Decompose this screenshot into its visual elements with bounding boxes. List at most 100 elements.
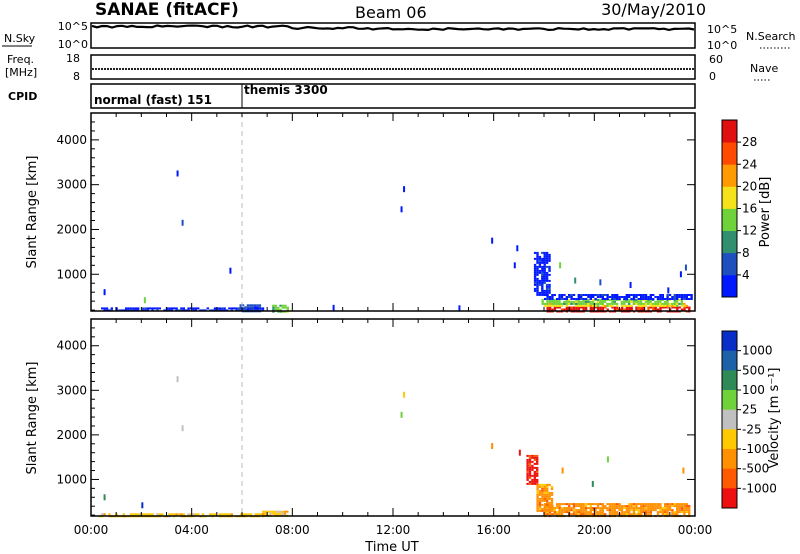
velocity-cell: [546, 485, 549, 488]
power-cell: [538, 265, 542, 268]
power-cell: [630, 306, 633, 309]
power-cell: [251, 308, 254, 311]
velocity-cell: [264, 510, 267, 513]
power-cell: [558, 306, 561, 309]
power-cell: [649, 296, 652, 298]
power-cell: [536, 265, 539, 268]
power-cell: [570, 306, 573, 309]
velocity-cell: [572, 513, 576, 516]
power-colorbar-tick-label: 16: [742, 202, 757, 216]
velocity-cell: [546, 493, 549, 496]
velocity-cell: [688, 509, 691, 512]
velocity-cell: [266, 510, 270, 513]
velocity-cell: [649, 505, 652, 508]
velocity-cell: [536, 468, 539, 471]
power-cell: [676, 308, 679, 311]
velocity-cell: [546, 499, 549, 502]
power-cell: [625, 300, 628, 303]
velocity-cell: [661, 509, 664, 512]
power-cell: [596, 308, 600, 311]
power-cell: [538, 293, 542, 296]
power-cell: [678, 294, 681, 296]
power-cell: [563, 302, 566, 305]
velocity-cell: [635, 503, 638, 506]
velocity-cell: [526, 476, 529, 479]
power-cell: [582, 300, 585, 303]
power-cell: [565, 302, 568, 305]
power-cell: [541, 273, 544, 276]
power-cell: [548, 283, 551, 286]
velocity-cell: [644, 513, 648, 516]
power-cell: [584, 302, 588, 305]
power-cell: [587, 296, 590, 298]
power-cell: [659, 298, 662, 300]
power-cell: [611, 304, 614, 307]
power-cell: [659, 296, 662, 298]
velocity-cell: [543, 497, 546, 500]
power-ylabel: Slant Range [km]: [25, 156, 40, 269]
velocity-cell: [596, 503, 600, 506]
power-cell: [596, 304, 600, 307]
velocity-cell: [570, 507, 573, 510]
power-cell: [538, 257, 542, 260]
power-cell: [620, 308, 624, 311]
velocity-cell: [541, 503, 544, 506]
power-cell: [603, 300, 607, 303]
velocity-cell: [575, 503, 578, 506]
velocity-cell: [613, 509, 616, 512]
velocity-panel: 1000 2000 3000 4000 00:00 04:00 08:00 12:00 16:…: [25, 318, 782, 554]
power-cell: [249, 307, 253, 310]
power-cell: [570, 302, 573, 305]
power-cell: [613, 298, 616, 300]
velocity-cell: [533, 454, 536, 457]
velocity-region-1: [544, 503, 691, 518]
power-cell: [560, 304, 564, 307]
power-cell: [548, 253, 551, 256]
velocity-cell: [228, 513, 231, 516]
power-cell: [548, 255, 551, 258]
velocity-cell: [632, 505, 636, 508]
power-cell: [584, 306, 588, 309]
velocity-cell: [628, 513, 631, 516]
velocity-cell: [565, 509, 568, 512]
freq-unit-label: [MHz]: [5, 66, 37, 79]
velocity-cell: [269, 510, 272, 513]
velocity-cell: [572, 511, 576, 514]
power-cell: [286, 306, 289, 309]
power-cell: [543, 251, 546, 254]
velocity-cell: [546, 503, 549, 506]
power-cell: [546, 302, 549, 305]
velocity-cell: [209, 513, 212, 516]
power-cell: [572, 308, 576, 311]
power-cell: [132, 307, 135, 310]
velocity-colorbar-tick-label: -100: [742, 442, 769, 456]
velocity-cell: [601, 513, 604, 516]
power-cell: [623, 308, 626, 311]
power-colorbar-swatch: [722, 164, 737, 187]
power-cell: [685, 304, 688, 307]
velocity-cell: [526, 458, 529, 461]
power-cell: [637, 298, 640, 300]
velocity-cell: [640, 509, 643, 512]
velocity-cell: [647, 509, 650, 512]
velocity-cell: [536, 478, 539, 481]
velocity-cell: [259, 513, 262, 516]
velocity-cell: [676, 505, 679, 508]
velocity-cell: [560, 513, 564, 516]
power-cell: [239, 306, 242, 309]
power-ytick-label: 4000: [56, 133, 87, 147]
power-cell: [536, 261, 539, 264]
velocity-cell: [616, 507, 619, 510]
velocity-cell: [538, 493, 542, 496]
power-ytick-label: 3000: [56, 178, 87, 192]
velocity-region-3: [526, 454, 539, 485]
power-cell: [543, 259, 546, 262]
velocity-colorbar-swatch: [722, 390, 737, 411]
power-cell: [256, 304, 259, 307]
power-cell: [560, 302, 564, 305]
power-cell: [541, 251, 544, 254]
velocity-cell: [608, 503, 612, 506]
velocity-cell: [635, 507, 638, 510]
power-cell: [536, 269, 539, 272]
velocity-cell: [211, 513, 214, 516]
